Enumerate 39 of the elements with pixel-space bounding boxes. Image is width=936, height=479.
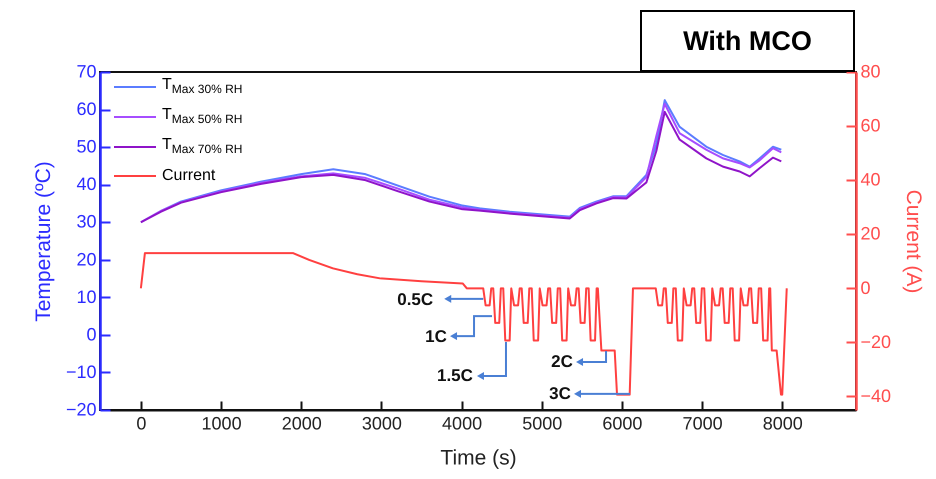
- y-tick-label: 10: [76, 286, 96, 307]
- y2-tick-label: 40: [860, 170, 881, 190]
- x-tick-label: 6000: [602, 414, 642, 434]
- annotation: 2C: [551, 352, 573, 372]
- annotation: 1.5C: [437, 366, 473, 386]
- legend-label: Current: [162, 166, 216, 186]
- y2-tick-label: −40: [860, 386, 892, 406]
- legend-label: T$_{Max 50% RH}$: [162, 105, 242, 128]
- annotation: 3C: [549, 384, 571, 404]
- y2-tick-label: 20: [860, 224, 881, 244]
- y-tick-label: −20: [66, 400, 96, 420]
- chart-title: With MCO: [640, 10, 855, 72]
- x-tick-label: 7000: [682, 414, 723, 434]
- y2-tick-label: 60: [860, 116, 881, 136]
- y-tick-label: 30: [76, 212, 96, 232]
- x-tick-label: 8000: [762, 414, 803, 434]
- x-tick-label: 2000: [282, 414, 322, 434]
- y-tick-label: −10: [66, 362, 96, 382]
- x-axis-title: Time (s): [440, 446, 517, 470]
- legend-label: T$_{Max 70% RH}$: [162, 135, 242, 159]
- x-tick-label: 5000: [522, 414, 562, 434]
- y-tick-label: 60: [76, 99, 96, 120]
- y2-tick-label: 0: [860, 278, 871, 298]
- y-tick-label: 70: [76, 62, 96, 82]
- x-tick-label: 3000: [362, 414, 402, 434]
- annotation: 0.5C: [397, 290, 434, 310]
- y-tick-label: 0: [86, 324, 96, 344]
- y-tick-label: 40: [76, 174, 96, 194]
- y2-tick-label: −20: [860, 332, 892, 352]
- legend-label: T$_{Max 30% RH}$: [162, 75, 242, 98]
- y2-axis-title: Current (A): [902, 190, 926, 294]
- y-axis-title: Temperature (ºC): [32, 161, 55, 322]
- x-tick-label: 0: [136, 414, 146, 434]
- x-tick-label: 1000: [202, 414, 242, 434]
- y-tick-label: 20: [76, 249, 96, 270]
- y2-tick-label: 80: [860, 62, 881, 82]
- annotation: 1C: [425, 327, 447, 348]
- x-tick-label: 4000: [442, 414, 482, 434]
- y-tick-label: 50: [76, 136, 96, 157]
